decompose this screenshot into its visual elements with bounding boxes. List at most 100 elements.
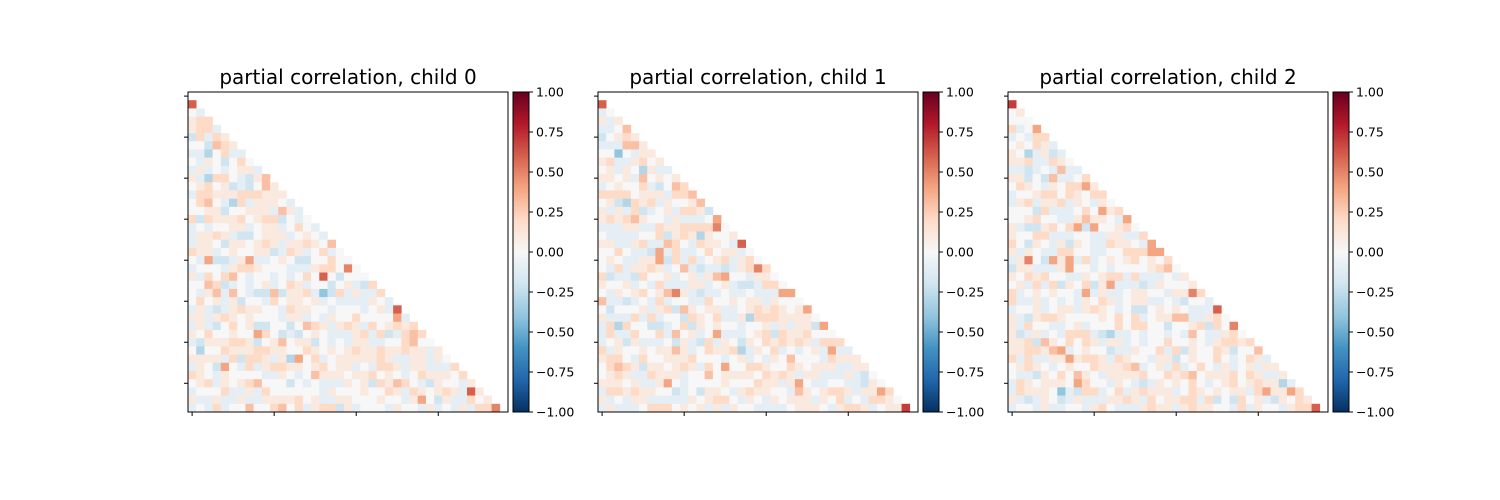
heatmap-cell <box>696 370 705 380</box>
heatmap-cell <box>212 141 222 150</box>
heatmap-cell <box>261 362 271 372</box>
heatmap-cell <box>630 379 640 388</box>
heatmap-cell <box>639 215 648 224</box>
heatmap-cell <box>261 346 271 355</box>
heatmap-cell <box>229 165 238 175</box>
heatmap-cell <box>1008 116 1017 126</box>
heatmap-cell <box>712 305 722 314</box>
heatmap-cell <box>1139 321 1148 331</box>
heatmap-cell <box>278 223 287 232</box>
heatmap-cell <box>1245 346 1255 355</box>
heatmap-cell <box>1147 239 1156 249</box>
heatmap-cell <box>1065 288 1074 298</box>
heatmap-cell <box>647 338 656 347</box>
heatmap-cell <box>352 321 361 331</box>
heatmap-cell <box>630 141 640 150</box>
heatmap-cell <box>630 149 640 158</box>
heatmap-cell <box>1286 403 1296 413</box>
heatmap-cell <box>1040 264 1050 273</box>
heatmap-cell <box>196 174 205 183</box>
heatmap-cell <box>778 354 788 364</box>
heatmap-cell <box>212 313 222 323</box>
heatmap-cell <box>671 231 681 240</box>
heatmap-cell <box>794 297 804 306</box>
heatmap-cell <box>696 362 705 372</box>
heatmap-cell <box>1073 215 1083 224</box>
heatmap-cell <box>1040 395 1050 405</box>
heatmap-cell <box>622 370 632 380</box>
heatmap-cell <box>1106 305 1115 314</box>
heatmap-cell <box>745 387 755 396</box>
heatmap-cell <box>1106 264 1115 273</box>
heatmap-cell <box>1040 231 1050 240</box>
heatmap-cell <box>1131 264 1140 273</box>
heatmap-cell <box>704 313 714 323</box>
heatmap-cell <box>1098 223 1107 232</box>
heatmap-cell <box>704 346 714 355</box>
heatmap-cell <box>261 305 271 314</box>
heatmap-cell <box>1008 141 1017 150</box>
heatmap-cell <box>286 280 295 290</box>
heatmap-cell <box>680 198 689 208</box>
heatmap-cell <box>819 346 829 355</box>
heatmap-cell <box>655 239 664 249</box>
heatmap-cell <box>1081 346 1091 355</box>
heatmap-cell <box>622 387 632 396</box>
heatmap-cell <box>1049 157 1058 167</box>
heatmap-cell <box>1122 354 1132 364</box>
heatmap-cell <box>270 182 279 191</box>
heatmap-cell <box>680 321 689 331</box>
heatmap-cell <box>622 231 632 240</box>
heatmap-cell <box>245 231 254 240</box>
heatmap-cell <box>598 313 607 323</box>
heatmap-cell <box>1147 370 1156 380</box>
heatmap-cell <box>704 395 714 405</box>
heatmap-cell <box>237 305 246 314</box>
heatmap-cell <box>1163 256 1173 265</box>
heatmap-cell <box>1016 346 1025 355</box>
heatmap-cell <box>376 370 386 380</box>
heatmap-cell <box>598 182 607 191</box>
heatmap-cell <box>253 165 263 175</box>
heatmap-cell <box>1131 395 1140 405</box>
heatmap-cell <box>1040 157 1050 167</box>
heatmap-cell <box>212 346 222 355</box>
heatmap-cell <box>1155 313 1165 323</box>
heatmap-cell <box>1024 165 1033 175</box>
heatmap-cell <box>294 280 304 290</box>
heatmap-cell <box>319 387 328 396</box>
heatmap-cell <box>1057 272 1066 282</box>
heatmap-cell <box>729 297 738 306</box>
heatmap-cell <box>270 354 279 364</box>
heatmap-cell <box>352 305 361 314</box>
heatmap-cell <box>688 231 697 240</box>
heatmap-cell <box>1049 149 1058 158</box>
heatmap-cell <box>196 182 205 191</box>
heatmap-cell <box>729 288 738 298</box>
heatmap-cell <box>393 338 402 347</box>
heatmap-cell <box>360 272 369 282</box>
heatmap-cell <box>639 174 648 183</box>
heatmap-cell <box>188 108 197 117</box>
heatmap-cell <box>237 182 246 191</box>
heatmap-cell <box>245 321 254 331</box>
heatmap-cell <box>1147 272 1156 282</box>
heatmap-cell <box>196 354 205 364</box>
heatmap-cell <box>196 215 205 224</box>
heatmap-cell <box>311 346 320 355</box>
heatmap-cell <box>721 329 730 339</box>
heatmap-cell <box>737 256 746 265</box>
heatmap-cell <box>606 362 615 372</box>
heatmap-cell <box>696 395 705 405</box>
heatmap-cell <box>778 305 788 314</box>
heatmap-cell <box>794 403 804 413</box>
heatmap-cell <box>778 379 788 388</box>
heatmap-cell <box>598 116 607 126</box>
heatmap-cell <box>860 370 870 380</box>
heatmap-cell <box>729 379 738 388</box>
heatmap-cell <box>425 338 435 347</box>
heatmap-cell <box>294 223 304 232</box>
heatmap-cell <box>1180 280 1189 290</box>
heatmap-cell <box>270 215 279 224</box>
heatmap-cell <box>622 305 632 314</box>
